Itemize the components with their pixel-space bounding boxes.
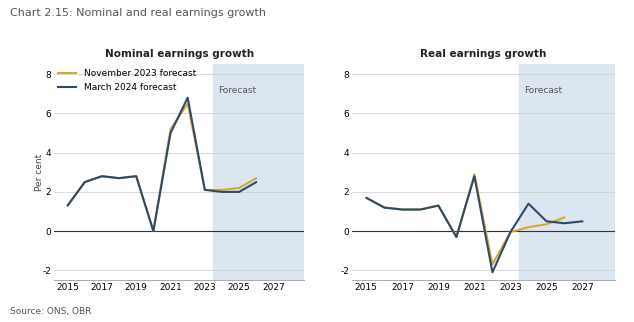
Y-axis label: Per cent: Per cent (35, 154, 44, 191)
Title: Nominal earnings growth: Nominal earnings growth (105, 50, 254, 60)
Text: Chart 2.15: Nominal and real earnings growth: Chart 2.15: Nominal and real earnings gr… (10, 8, 266, 18)
Text: Source: ONS, OBR: Source: ONS, OBR (10, 307, 91, 316)
Legend: November 2023 forecast, March 2024 forecast: November 2023 forecast, March 2024 forec… (58, 69, 196, 92)
Text: Forecast: Forecast (217, 86, 256, 95)
Bar (519, 64, 633, 280)
Bar (214, 64, 321, 280)
Text: Forecast: Forecast (524, 86, 562, 95)
Title: Real earnings growth: Real earnings growth (420, 50, 547, 60)
